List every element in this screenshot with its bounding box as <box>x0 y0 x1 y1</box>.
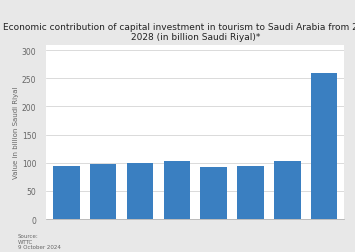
Bar <box>311 73 337 219</box>
Title: Economic contribution of capital investment in tourism to Saudi Arabia from 2012: Economic contribution of capital investm… <box>3 22 355 42</box>
Bar <box>90 164 116 219</box>
Bar <box>53 166 80 219</box>
Text: Source:
WTTC
9 October 2024: Source: WTTC 9 October 2024 <box>18 233 61 249</box>
Y-axis label: Value in billion Saudi Riyal: Value in billion Saudi Riyal <box>13 86 19 178</box>
Bar <box>164 162 190 219</box>
Bar <box>127 163 153 219</box>
Bar <box>201 168 227 219</box>
Bar <box>274 162 301 219</box>
Bar <box>237 166 264 219</box>
